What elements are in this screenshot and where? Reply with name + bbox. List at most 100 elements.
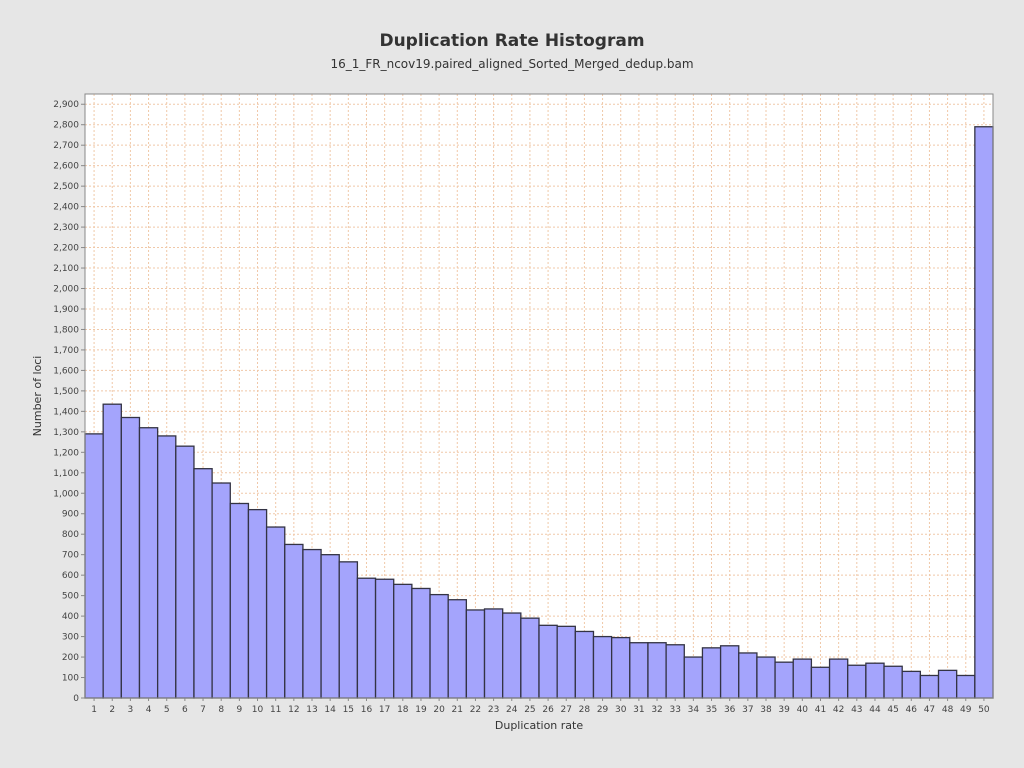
y-tick-label: 1,100 xyxy=(53,469,79,479)
x-tick-label: 3 xyxy=(128,705,134,715)
histogram-bar xyxy=(738,652,758,699)
x-tick-label: 11 xyxy=(270,705,281,715)
y-tick-label: 1,500 xyxy=(53,387,79,397)
x-tick-label: 29 xyxy=(597,705,609,715)
x-tick-label: 35 xyxy=(706,705,717,715)
x-tick-label: 13 xyxy=(306,705,317,715)
x-tick-label: 42 xyxy=(833,705,844,715)
y-tick-label: 2,900 xyxy=(53,100,79,110)
y-tick-label: 2,200 xyxy=(53,244,79,254)
x-tick-label: 43 xyxy=(851,705,862,715)
x-tick-label: 18 xyxy=(397,705,409,715)
x-tick-label: 45 xyxy=(887,705,898,715)
histogram-bar xyxy=(156,435,177,699)
histogram-bar xyxy=(356,577,377,699)
histogram-bar xyxy=(84,433,104,699)
x-tick-label: 19 xyxy=(415,705,427,715)
x-tick-label: 50 xyxy=(978,705,990,715)
x-tick-label: 22 xyxy=(470,705,481,715)
x-tick-label: 6 xyxy=(182,705,188,715)
histogram-bar xyxy=(175,445,195,699)
histogram-bar xyxy=(647,642,667,699)
histogram-bar xyxy=(265,526,286,699)
x-tick-label: 5 xyxy=(164,705,170,715)
y-axis-label: Number of loci xyxy=(31,356,44,437)
histogram-bar xyxy=(701,647,722,699)
histogram-bar xyxy=(320,554,340,699)
grid-lines xyxy=(85,94,993,699)
histogram-bar xyxy=(665,644,685,699)
x-tick-label: 28 xyxy=(579,705,591,715)
x-tick-label: 27 xyxy=(561,705,572,715)
x-tick-label: 32 xyxy=(651,705,662,715)
x-tick-label: 14 xyxy=(324,705,336,715)
x-tick-label: 17 xyxy=(379,705,390,715)
x-tick-label: 10 xyxy=(252,705,264,715)
histogram-bar xyxy=(847,664,867,699)
y-tick-label: 300 xyxy=(62,633,79,643)
chart-subtitle: 16_1_FR_ncov19.paired_aligned_Sorted_Mer… xyxy=(330,57,694,71)
histogram-bar xyxy=(447,599,468,699)
histogram-bar xyxy=(211,482,231,699)
histogram-bar xyxy=(901,670,922,699)
histogram-bar xyxy=(302,548,322,699)
histogram-bar xyxy=(937,669,958,699)
histogram-bar xyxy=(247,508,268,699)
y-tick-label: 500 xyxy=(62,592,79,602)
y-tick-label: 1,900 xyxy=(53,305,79,315)
y-tick-label: 400 xyxy=(62,612,79,622)
histogram-bar xyxy=(774,661,794,699)
histogram-bar xyxy=(592,635,613,699)
histogram-bar xyxy=(792,658,813,699)
x-tick-label: 41 xyxy=(815,705,826,715)
y-tick-label: 2,100 xyxy=(53,264,79,274)
y-tick-label: 700 xyxy=(62,551,79,561)
histogram-bar xyxy=(574,630,595,699)
y-tick-label: 1,800 xyxy=(53,325,79,335)
x-tick-label: 44 xyxy=(869,705,881,715)
histogram-bar xyxy=(520,617,540,699)
x-tick-label: 21 xyxy=(452,705,463,715)
y-tick-label: 1,000 xyxy=(53,489,79,499)
x-tick-label: 1 xyxy=(91,705,97,715)
y-tick-label: 900 xyxy=(62,510,79,520)
x-tick-label: 23 xyxy=(488,705,499,715)
histogram-bar xyxy=(719,645,740,699)
y-tick-label: 2,400 xyxy=(53,203,79,213)
x-tick-label: 31 xyxy=(633,705,644,715)
y-tick-label: 1,700 xyxy=(53,346,79,356)
histogram-bar xyxy=(629,642,649,699)
x-tick-label: 33 xyxy=(669,705,680,715)
histogram-bar xyxy=(919,674,940,699)
histogram-bar xyxy=(810,666,831,699)
y-tick-label: 1,600 xyxy=(53,366,79,376)
y-tick-label: 0 xyxy=(73,694,79,704)
y-tick-label: 2,700 xyxy=(53,141,79,151)
y-tick-label: 1,400 xyxy=(53,407,79,417)
x-tick-label: 25 xyxy=(524,705,535,715)
x-tick-label: 24 xyxy=(506,705,518,715)
x-tick-label: 4 xyxy=(146,705,152,715)
x-tick-label: 34 xyxy=(688,705,700,715)
histogram-bar xyxy=(229,502,250,699)
x-tick-label: 20 xyxy=(433,705,445,715)
y-tick-label: 100 xyxy=(62,674,79,684)
histogram-bar xyxy=(828,658,849,699)
x-tick-label: 36 xyxy=(724,705,736,715)
histogram-bar xyxy=(193,468,213,699)
y-tick-label: 200 xyxy=(62,653,79,663)
histogram-bar xyxy=(556,625,576,699)
x-tick-label: 39 xyxy=(778,705,790,715)
x-tick-label: 7 xyxy=(200,705,206,715)
y-tick-label: 1,300 xyxy=(53,428,79,438)
bars xyxy=(84,126,994,699)
histogram-bar xyxy=(411,587,431,699)
y-tick-label: 2,000 xyxy=(53,285,79,295)
x-tick-label: 46 xyxy=(906,705,918,715)
histogram-bar xyxy=(538,624,558,699)
histogram-bar xyxy=(465,609,486,699)
x-tick-label: 15 xyxy=(343,705,354,715)
x-tick-label: 9 xyxy=(236,705,242,715)
y-axis-ticks: 0 100 200 300 400 500 600 700 800 900 1,000 1,100 1,… xyxy=(53,100,85,704)
